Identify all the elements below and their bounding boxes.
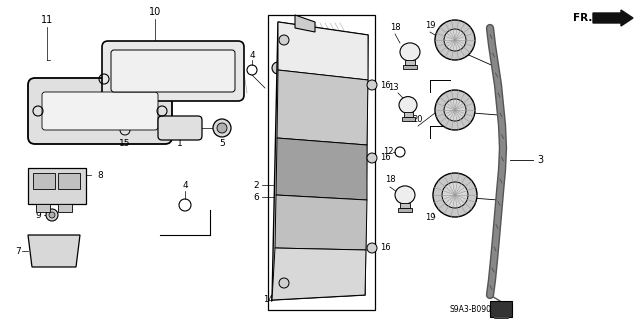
Bar — [494, 317, 508, 319]
Text: 10: 10 — [149, 7, 161, 17]
Circle shape — [279, 35, 289, 45]
Text: 14: 14 — [284, 43, 296, 53]
Circle shape — [435, 20, 475, 60]
Text: 5: 5 — [219, 138, 225, 147]
Text: S9A3-B0900A: S9A3-B0900A — [450, 306, 502, 315]
Circle shape — [444, 29, 466, 51]
Circle shape — [217, 123, 227, 133]
Bar — [398, 208, 412, 212]
Polygon shape — [278, 22, 368, 80]
Circle shape — [433, 173, 477, 217]
Text: 13: 13 — [388, 84, 398, 93]
Text: 2: 2 — [253, 181, 259, 189]
Bar — [400, 203, 410, 208]
Text: 8: 8 — [97, 170, 103, 180]
Text: 14: 14 — [263, 295, 273, 305]
Circle shape — [444, 99, 466, 121]
Text: FR.: FR. — [573, 13, 593, 23]
Bar — [405, 60, 415, 65]
FancyBboxPatch shape — [102, 41, 244, 101]
FancyBboxPatch shape — [28, 78, 172, 144]
Circle shape — [367, 153, 377, 163]
Text: 3: 3 — [537, 155, 543, 165]
Bar — [36, 204, 50, 212]
Text: 16: 16 — [380, 243, 390, 253]
Bar — [268, 15, 375, 310]
Bar — [28, 168, 86, 204]
Circle shape — [442, 182, 468, 208]
Polygon shape — [272, 248, 366, 300]
Text: 9: 9 — [35, 211, 41, 219]
Text: 1: 1 — [177, 138, 183, 147]
Polygon shape — [295, 15, 315, 32]
Text: 17: 17 — [497, 310, 509, 319]
Text: 19: 19 — [425, 213, 435, 222]
Text: 7: 7 — [15, 247, 21, 256]
Circle shape — [279, 278, 289, 288]
Bar — [404, 112, 413, 117]
Text: 12: 12 — [383, 147, 393, 157]
Bar — [490, 301, 512, 317]
Bar — [403, 65, 417, 69]
Text: 6: 6 — [253, 192, 259, 202]
Text: 20: 20 — [413, 115, 423, 124]
Text: 4: 4 — [249, 50, 255, 60]
Text: 18: 18 — [390, 24, 400, 33]
Ellipse shape — [395, 186, 415, 204]
Text: 15: 15 — [119, 138, 131, 147]
Bar — [33, 173, 55, 189]
Circle shape — [367, 80, 377, 90]
Polygon shape — [272, 22, 368, 300]
Text: 16: 16 — [380, 80, 390, 90]
Circle shape — [213, 119, 231, 137]
Text: 19: 19 — [425, 20, 435, 29]
Circle shape — [46, 209, 58, 221]
Circle shape — [272, 62, 284, 74]
Bar — [58, 173, 80, 189]
Ellipse shape — [400, 43, 420, 61]
Polygon shape — [276, 138, 367, 200]
Polygon shape — [277, 70, 368, 145]
Text: 11: 11 — [41, 15, 53, 25]
Text: 16: 16 — [380, 153, 390, 162]
Polygon shape — [28, 235, 80, 267]
Ellipse shape — [399, 97, 417, 113]
Text: 4: 4 — [182, 181, 188, 189]
FancyBboxPatch shape — [158, 116, 202, 140]
Circle shape — [435, 90, 475, 130]
Bar — [58, 204, 72, 212]
FancyBboxPatch shape — [111, 50, 235, 92]
FancyBboxPatch shape — [42, 92, 158, 130]
Circle shape — [367, 243, 377, 253]
Bar — [402, 117, 415, 121]
Text: 18: 18 — [385, 175, 396, 184]
FancyArrow shape — [593, 10, 633, 26]
Polygon shape — [275, 195, 367, 250]
Polygon shape — [108, 47, 238, 95]
Circle shape — [49, 212, 55, 218]
